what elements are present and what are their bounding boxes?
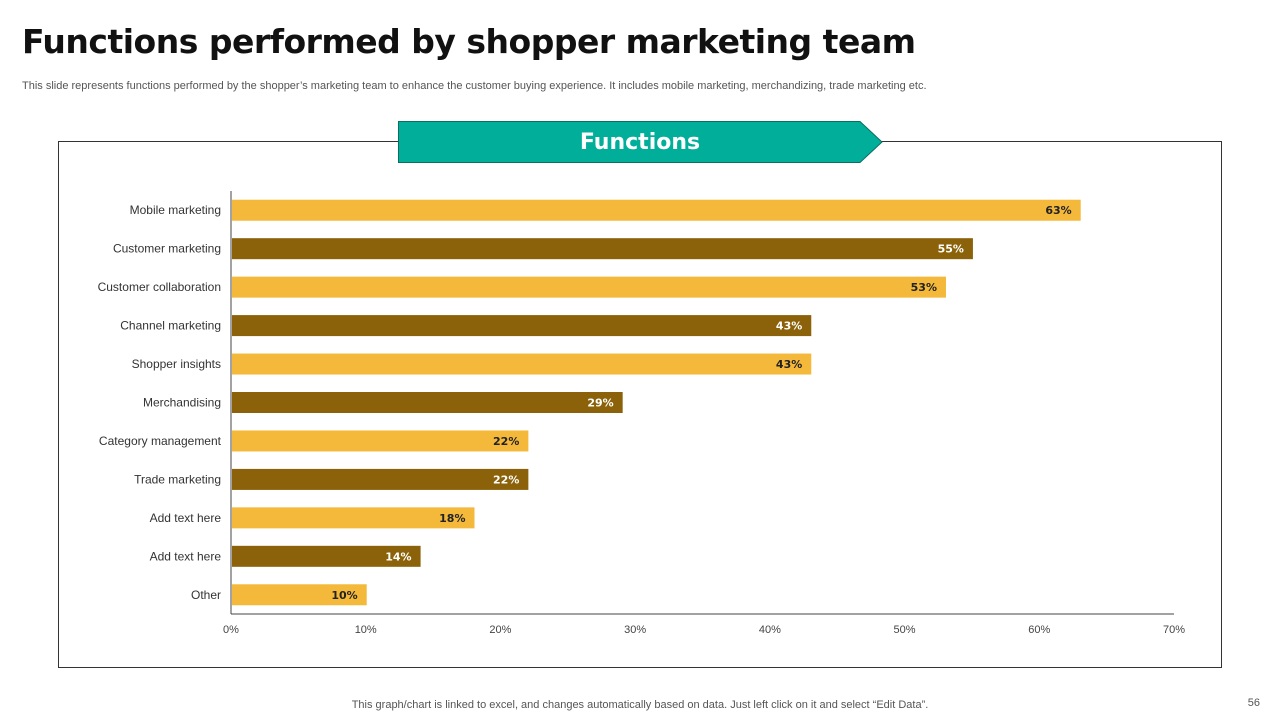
category-label: Customer collaboration — [98, 280, 221, 294]
x-tick-label: 20% — [489, 624, 511, 636]
category-label: Shopper insights — [132, 357, 221, 371]
data-label: 53% — [911, 281, 937, 294]
category-label: Merchandising — [143, 396, 221, 410]
data-label: 10% — [331, 589, 357, 602]
category-label: Customer marketing — [113, 242, 221, 256]
page-title: Functions performed by shopper marketing… — [22, 22, 916, 61]
data-label: 22% — [493, 473, 519, 486]
chart-banner-label: Functions — [579, 129, 701, 155]
x-tick-label: 10% — [355, 624, 377, 636]
bar — [232, 430, 529, 452]
footer-note: This graph/chart is linked to excel, and… — [351, 699, 929, 711]
bar — [232, 507, 475, 529]
bar — [232, 315, 812, 337]
bar — [232, 353, 812, 375]
category-label: Trade marketing — [134, 472, 221, 486]
data-label: 63% — [1045, 204, 1071, 217]
data-label: 22% — [493, 435, 519, 448]
bar — [232, 276, 946, 298]
banner-arrow-shape — [398, 121, 883, 163]
page-subtitle: This slide represents functions performe… — [22, 80, 927, 92]
bar — [232, 199, 1081, 221]
category-label: Other — [191, 588, 221, 602]
category-label: Add text here — [150, 549, 222, 563]
data-label: 43% — [776, 358, 802, 371]
x-tick-label: 50% — [894, 624, 916, 636]
chart-banner: Functions — [398, 121, 884, 163]
x-tick-label: 40% — [759, 624, 781, 636]
data-label: 18% — [439, 512, 465, 525]
bar — [232, 238, 973, 260]
bar — [232, 392, 623, 413]
data-label: 43% — [776, 320, 802, 333]
x-tick-label: 0% — [223, 624, 239, 636]
data-label: 14% — [385, 550, 411, 563]
category-label: Mobile marketing — [130, 203, 221, 217]
bar — [232, 545, 421, 567]
data-label: 29% — [587, 397, 613, 410]
bar — [232, 468, 529, 490]
x-tick-label: 30% — [624, 624, 646, 636]
category-label: Add text here — [150, 511, 222, 525]
x-tick-label: 60% — [1028, 624, 1050, 636]
page-number: 56 — [1247, 697, 1260, 709]
category-label: Category management — [99, 434, 222, 448]
bar — [232, 584, 367, 606]
category-label: Channel marketing — [120, 319, 221, 333]
data-label: 55% — [938, 243, 964, 256]
x-tick-label: 70% — [1163, 624, 1185, 636]
